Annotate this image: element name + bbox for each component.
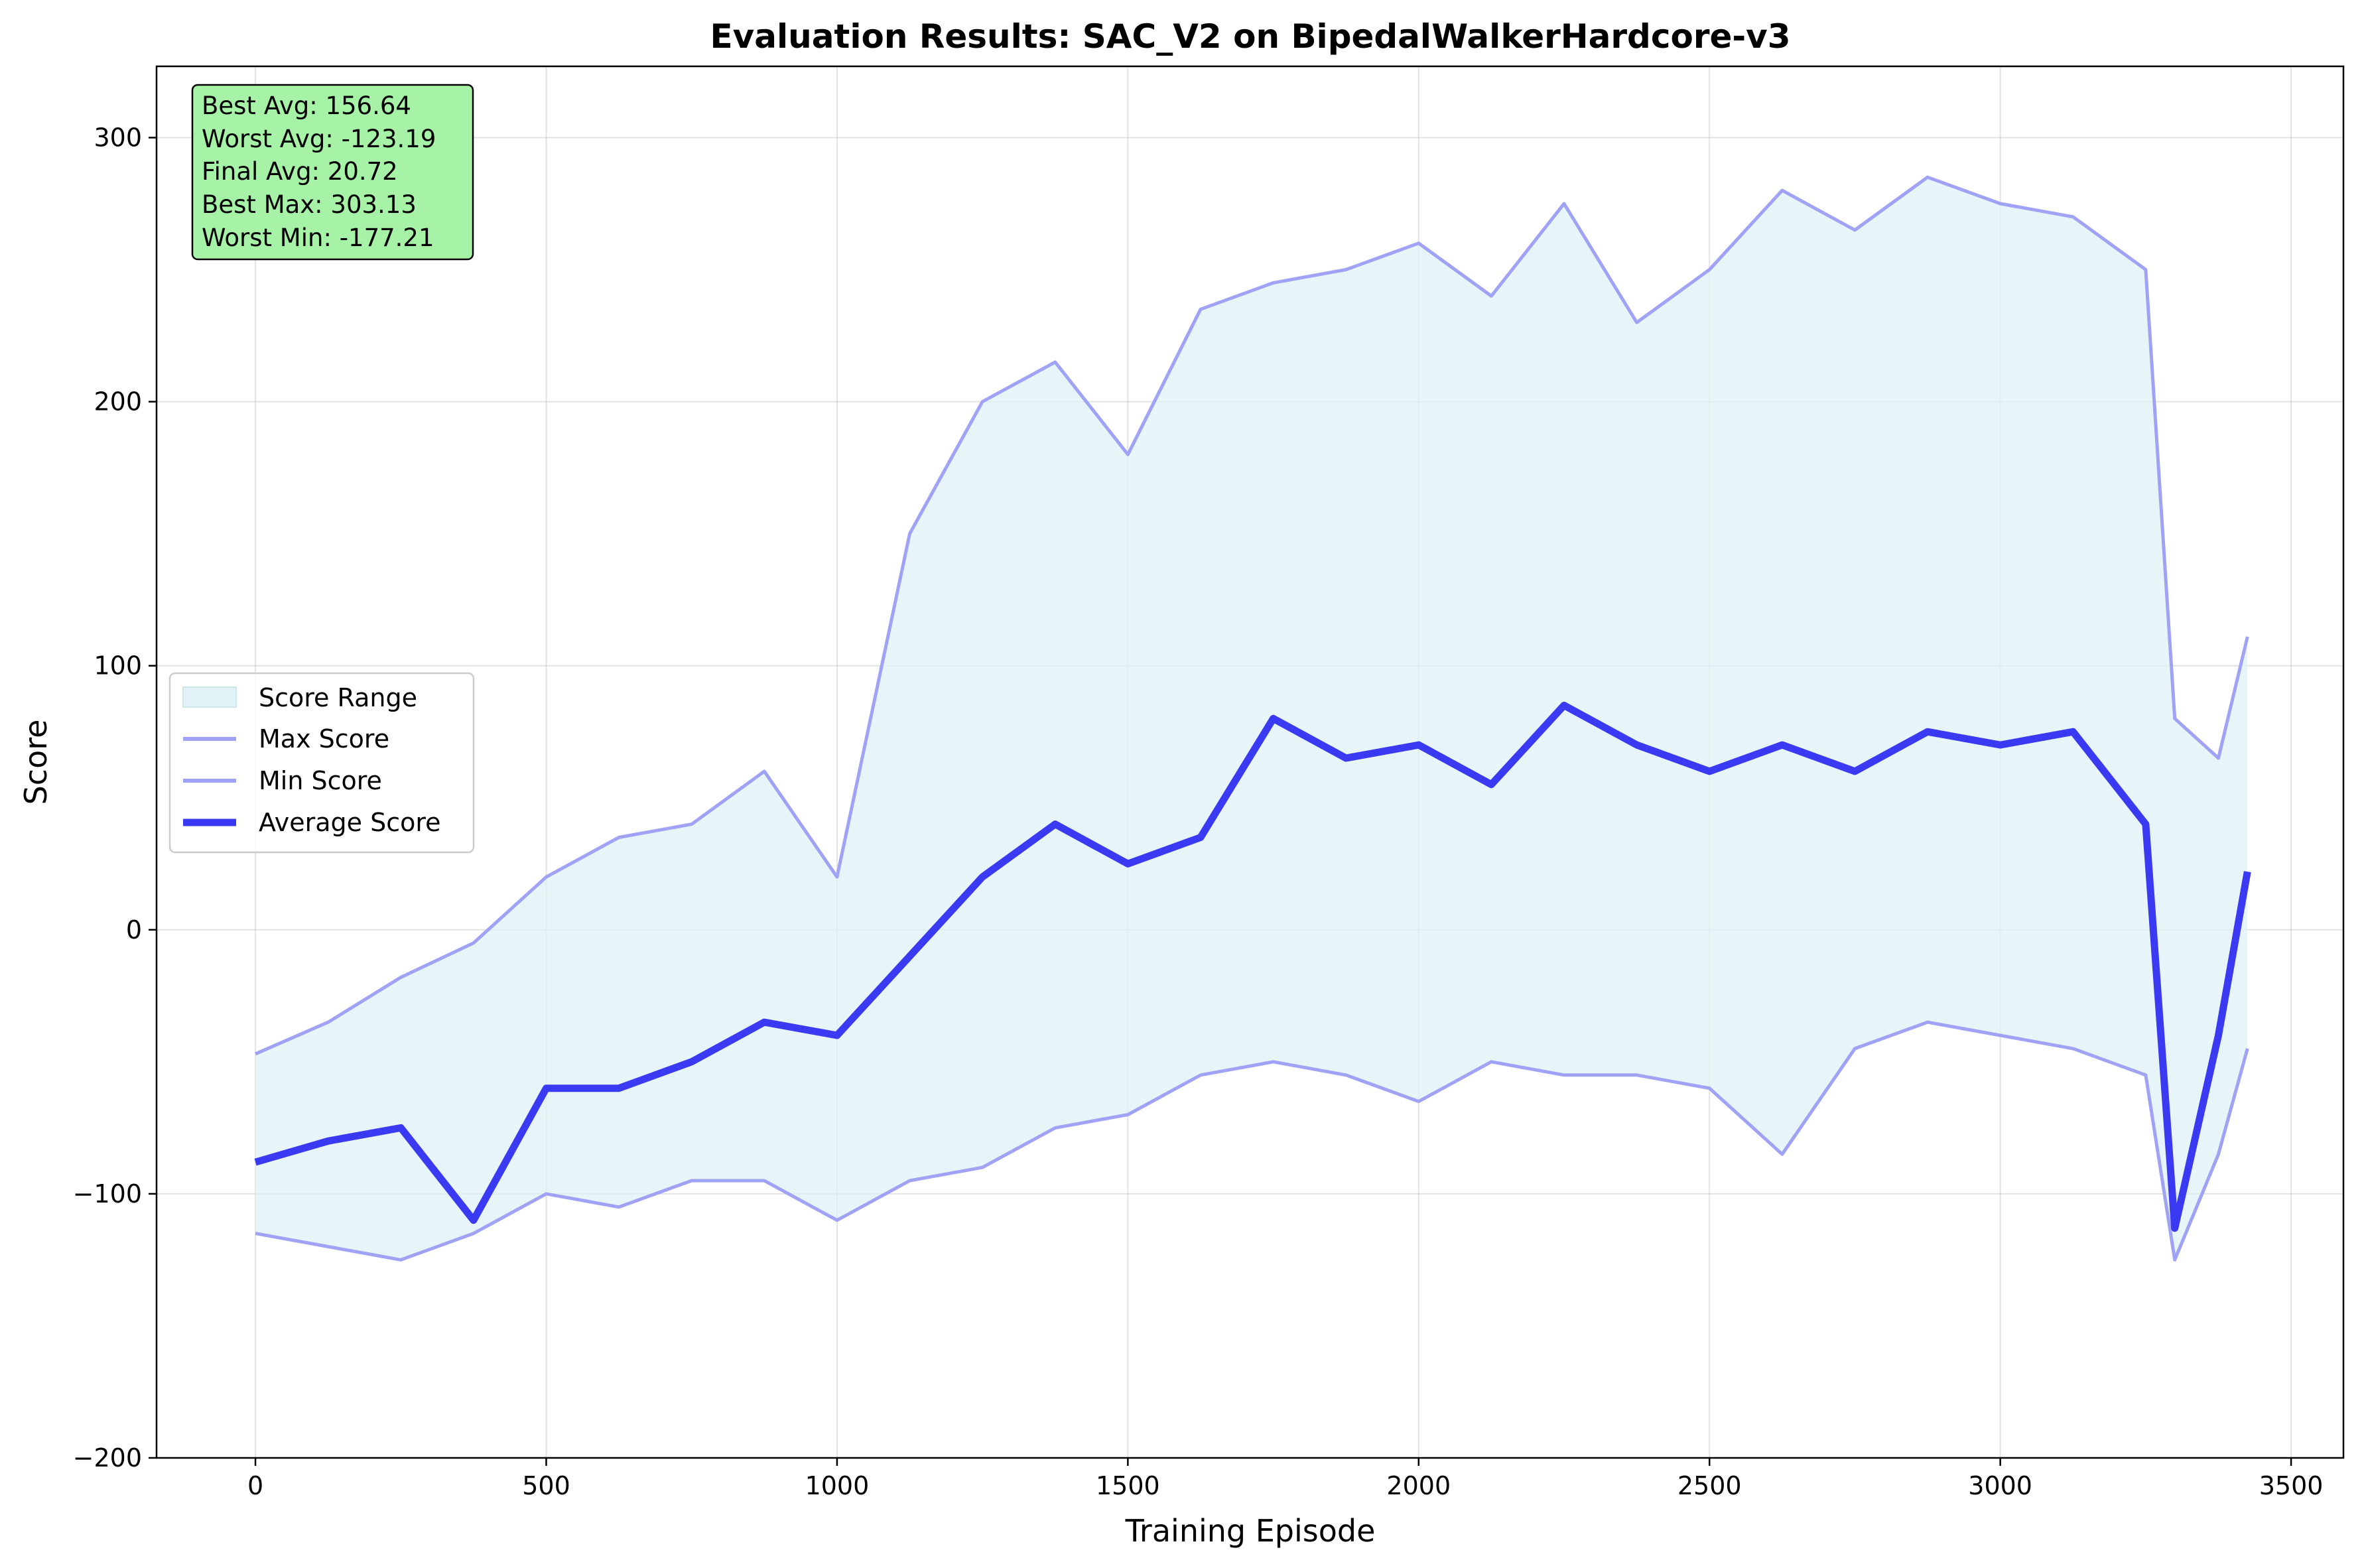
average-score-line bbox=[254, 701, 2251, 1232]
legend-label-max-score: Max Score bbox=[259, 724, 389, 753]
min-score-line bbox=[255, 1020, 2249, 1262]
y-tick-label: 0 bbox=[126, 915, 142, 945]
y-axis-ticks: −200 −100 0 100 200 300 bbox=[73, 123, 157, 1472]
legend-label-min-score: Min Score bbox=[259, 766, 382, 795]
x-tick-label: 2000 bbox=[1386, 1471, 1451, 1500]
stats-worst-min: Worst Min: -177.21 bbox=[202, 224, 434, 252]
legend-swatch-score-range bbox=[182, 686, 237, 708]
legend-frame bbox=[168, 672, 475, 854]
x-tick-label: 3500 bbox=[2259, 1471, 2324, 1500]
max-score-line bbox=[255, 175, 2249, 1056]
y-tick-label: 200 bbox=[94, 387, 142, 417]
y-tick-label: −100 bbox=[73, 1179, 142, 1209]
x-tick-label: 0 bbox=[247, 1471, 263, 1500]
score-range-area bbox=[255, 177, 2248, 1260]
plot-frame bbox=[155, 65, 2345, 1459]
x-tick-label: 1500 bbox=[1096, 1471, 1160, 1500]
x-tick-label: 3000 bbox=[1968, 1471, 2032, 1500]
stats-box: Best Avg: 156.64 Worst Avg: -123.19 Fina… bbox=[191, 84, 474, 261]
stats-best-avg: Best Avg: 156.64 bbox=[202, 92, 411, 120]
x-tick-label: 500 bbox=[522, 1471, 570, 1500]
y-axis-label: Score bbox=[18, 720, 54, 805]
legend-label-average-score: Average Score bbox=[259, 808, 441, 837]
y-tick-label: 300 bbox=[94, 123, 142, 152]
y-tick-label: 100 bbox=[94, 651, 142, 681]
stats-worst-avg: Worst Avg: -123.19 bbox=[202, 125, 436, 153]
y-tick-label: −200 bbox=[73, 1443, 142, 1472]
chart-title: Evaluation Results: SAC_V2 on BipedalWal… bbox=[710, 17, 1790, 56]
stats-final-avg: Final Avg: 20.72 bbox=[202, 157, 398, 186]
x-axis-ticks: 0 500 1000 1500 2000 2500 3000 3500 bbox=[247, 1458, 2323, 1500]
x-axis-label: Training Episode bbox=[1125, 1513, 1376, 1549]
legend: Score Range Max Score Min Score Average … bbox=[168, 672, 475, 854]
stats-best-max: Best Max: 303.13 bbox=[202, 190, 417, 219]
x-tick-label: 2500 bbox=[1677, 1471, 1742, 1500]
stats-box-background bbox=[191, 84, 474, 261]
x-tick-label: 1000 bbox=[805, 1471, 870, 1500]
legend-label-score-range: Score Range bbox=[259, 683, 417, 712]
